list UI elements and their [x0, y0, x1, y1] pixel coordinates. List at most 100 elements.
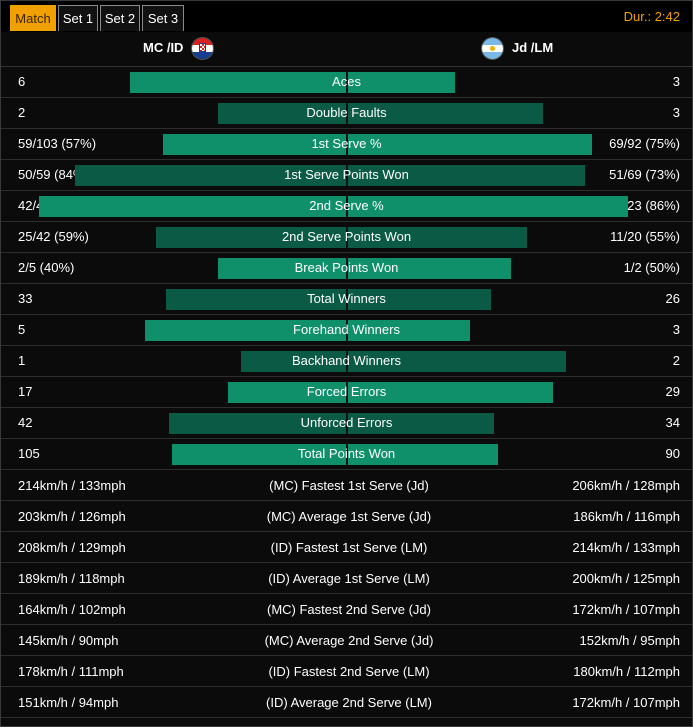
right-stat-value: 34: [665, 415, 680, 430]
right-speed-value: 214km/h / 133mph: [572, 540, 680, 555]
tab-match[interactable]: Match: [10, 5, 56, 31]
left-stat-bar: [218, 258, 348, 279]
stat-row: 5 Forehand Winners 3: [1, 315, 692, 346]
left-stat-value: 59/103 (57%): [18, 136, 97, 151]
left-speed-value: 203km/h / 126mph: [18, 509, 126, 524]
stat-label: Forehand Winners: [293, 322, 400, 337]
center-divider: [346, 444, 348, 465]
right-stat-bar: [348, 444, 498, 465]
serve-speed-row: 178km/h / 111mph (ID) Fastest 2nd Serve (…: [1, 656, 692, 687]
left-stat-bar: [241, 351, 348, 372]
stat-row: 59/103 (57%) 1st Serve % 69/92 (75%): [1, 129, 692, 160]
stats-list: 6 Aces 3 2 Double Faults 3 59/103 (57%) 1st Ser…: [1, 67, 692, 718]
left-speed-value: 151km/h / 94mph: [18, 695, 119, 710]
serve-speed-row: 208km/h / 129mph (ID) Fastest 1st Serve (…: [1, 532, 692, 563]
left-stat-bar: [145, 320, 348, 341]
serve-speed-label: (ID) Average 2nd Serve (LM): [266, 695, 432, 710]
serve-speed-label: (MC) Average 1st Serve (Jd): [266, 509, 432, 524]
right-speed-value: 206km/h / 128mph: [572, 478, 680, 493]
right-stat-bar: [348, 351, 566, 372]
stat-label: 2nd Serve %: [309, 198, 384, 213]
left-stat-value: 25/42 (59%): [18, 229, 89, 244]
stat-row: 2 Double Faults 3: [1, 98, 692, 129]
tab-set-2[interactable]: Set 2: [100, 5, 140, 31]
right-stat-value: 2: [672, 353, 680, 368]
center-divider: [346, 258, 348, 279]
argentina-flag-icon: [482, 38, 503, 59]
right-stat-value: 29: [665, 384, 680, 399]
left-speed-value: 178km/h / 111mph: [18, 664, 124, 679]
stat-label: 2nd Serve Points Won: [281, 229, 412, 244]
center-divider: [346, 413, 348, 434]
tab-bar: Match Set 1 Set 2 Set 3 Dur.: 2:42: [1, 1, 692, 32]
right-speed-value: 172km/h / 107mph: [572, 602, 680, 617]
center-divider: [346, 289, 348, 310]
left-stat-bar: [130, 72, 348, 93]
serve-speed-label: (MC) Fastest 1st Serve (Jd): [269, 478, 429, 493]
right-speed-value: 152km/h / 95mph: [579, 633, 680, 648]
right-stat-bar: [348, 134, 592, 155]
center-divider: [346, 196, 348, 217]
stat-label: Break Points Won: [294, 260, 399, 275]
left-stat-bar: [75, 165, 348, 186]
stat-label: Forced Errors: [306, 384, 387, 399]
stat-row: 42/44 (95%)2nd Serve %20/23 (86%): [1, 191, 692, 222]
left-stat-value: 50/59 (84%): [18, 167, 89, 182]
left-stat-bar: [169, 413, 348, 434]
right-stat-value: 90: [665, 446, 680, 461]
stat-row: 25/42 (59%) 2nd Serve Points Won 11/20 (55…: [1, 222, 692, 253]
tab-set-1[interactable]: Set 1: [58, 5, 98, 31]
center-divider: [346, 320, 348, 341]
left-stat-value: 42: [18, 415, 33, 430]
left-stat-value: 5: [18, 322, 26, 337]
left-player-name: MC /ID: [143, 40, 184, 55]
right-stat-bar: [348, 165, 585, 186]
left-stat-value: 17: [18, 384, 33, 399]
left-speed-value: 189km/h / 118mph: [18, 571, 125, 586]
right-stat-value: 1/2 (50%): [623, 260, 680, 275]
serve-speed-label: (MC) Fastest 2nd Serve (Jd): [267, 602, 431, 617]
right-stat-bar: [348, 413, 494, 434]
stat-row: 6 Aces 3: [1, 67, 692, 98]
players-header: MC /ID Jd /LM: [1, 32, 692, 67]
stat-label: 1st Serve Points Won: [284, 167, 409, 182]
left-speed-value: 164km/h / 102mph: [18, 602, 126, 617]
stat-row: 42 Unforced Errors 34: [1, 408, 692, 439]
tab-set-3[interactable]: Set 3: [142, 5, 184, 31]
left-speed-value: 214km/h / 133mph: [18, 478, 126, 493]
right-stat-bar: [348, 227, 527, 248]
left-speed-value: 208km/h / 129mph: [18, 540, 126, 555]
stat-label: Unforced Errors: [300, 415, 393, 430]
right-stat-value: 26: [665, 291, 680, 306]
left-stat-bar: [163, 134, 348, 155]
serve-speed-label: (ID) Fastest 2nd Serve (LM): [268, 664, 430, 679]
serve-speed-row: 214km/h / 133mph (MC) Fastest 1st Serve (…: [1, 470, 692, 501]
right-stat-value: 3: [672, 74, 680, 89]
right-stat-value: 11/20 (55%): [610, 229, 680, 244]
right-speed-value: 186km/h / 116mph: [573, 509, 680, 524]
serve-speed-label: (ID) Average 1st Serve (LM): [268, 571, 430, 586]
left-stat-value: 105: [18, 446, 40, 461]
right-stat-bar: [348, 196, 628, 217]
left-stat-bar: [218, 103, 348, 124]
right-stat-bar: [348, 258, 511, 279]
center-divider: [346, 72, 348, 93]
right-speed-value: 200km/h / 125mph: [572, 571, 680, 586]
right-speed-value: 180km/h / 112mph: [573, 664, 680, 679]
left-stat-bar: [156, 227, 348, 248]
stat-row: 17 Forced Errors 29: [1, 377, 692, 408]
right-stat-value: 51/69 (73%): [609, 167, 680, 182]
match-duration: Dur.: 2:42: [623, 9, 680, 24]
left-stat-value: 33: [18, 291, 33, 306]
serve-speed-label: (ID) Fastest 1st Serve (LM): [270, 540, 428, 555]
center-divider: [346, 103, 348, 124]
left-stat-bar: [39, 196, 348, 217]
serve-speed-label: (MC) Average 2nd Serve (Jd): [264, 633, 434, 648]
stat-label: Aces: [332, 74, 361, 89]
serve-speed-row: 151km/h / 94mph (ID) Average 2nd Serve (L…: [1, 687, 692, 718]
stat-row: 1 Backhand Winners 2: [1, 346, 692, 377]
right-stat-bar: [348, 289, 491, 310]
center-divider: [346, 165, 348, 186]
stat-row: 50/59 (84%) 1st Serve Points Won 51/69 (73…: [1, 160, 692, 191]
serve-speed-row: 189km/h / 118mph (ID) Average 1st Serve (…: [1, 563, 692, 594]
